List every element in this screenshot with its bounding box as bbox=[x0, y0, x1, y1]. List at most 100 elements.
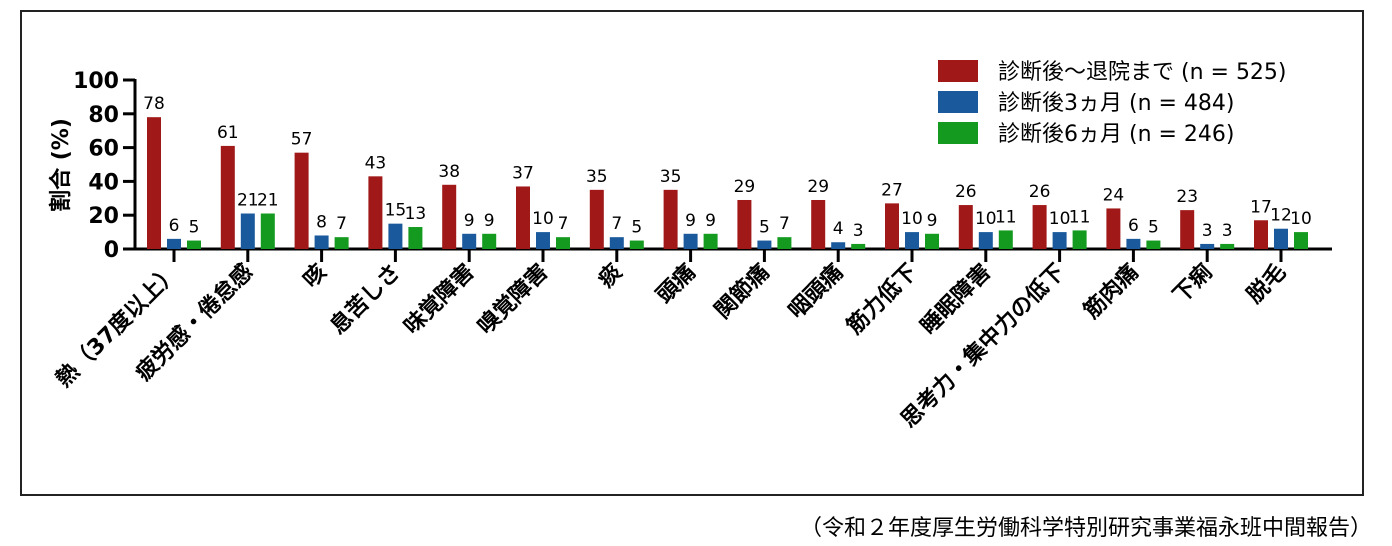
x-tick-label: 頭痛 bbox=[651, 259, 701, 309]
data-label: 21 bbox=[257, 191, 279, 211]
chart-frame bbox=[20, 10, 1364, 496]
data-label: 21 bbox=[237, 191, 259, 211]
data-label: 24 bbox=[1103, 185, 1125, 205]
y-axis-label: 割合 (%) bbox=[48, 118, 74, 212]
bar-1 bbox=[516, 186, 530, 249]
data-label: 10 bbox=[1049, 209, 1071, 229]
data-label: 9 bbox=[484, 211, 495, 231]
legend-swatch bbox=[938, 60, 978, 82]
legend-swatch bbox=[938, 91, 978, 113]
source-note: （令和２年度厚生労働科学特別研究事業福永班中間報告） bbox=[799, 516, 1372, 541]
legend-label: 診断後6ヵ月 (n = 246) bbox=[998, 122, 1235, 147]
x-tick-label: 筋肉痛 bbox=[1078, 259, 1144, 325]
bar-1 bbox=[589, 189, 604, 249]
data-label: 7 bbox=[558, 214, 569, 234]
bar-3 bbox=[408, 227, 423, 249]
data-label: 5 bbox=[631, 218, 642, 238]
bar-1 bbox=[1254, 220, 1268, 249]
bar-1 bbox=[885, 203, 899, 249]
bar-2 bbox=[314, 235, 329, 249]
data-label: 10 bbox=[975, 209, 997, 229]
bar-2 bbox=[683, 233, 698, 249]
data-label: 6 bbox=[169, 216, 180, 236]
data-label: 57 bbox=[291, 130, 313, 150]
y-tick-label: 40 bbox=[88, 170, 119, 195]
x-tick-label: 痰 bbox=[593, 258, 628, 293]
legend-label: 診断後3ヵ月 (n = 484) bbox=[998, 91, 1235, 116]
bar-3 bbox=[851, 243, 866, 249]
bar-2 bbox=[978, 232, 993, 249]
data-label: 10 bbox=[1290, 209, 1312, 229]
bar-2 bbox=[388, 223, 403, 249]
bar-1 bbox=[147, 117, 161, 250]
bar-2 bbox=[240, 213, 255, 249]
bar-1 bbox=[294, 152, 309, 249]
data-label: 12 bbox=[1270, 206, 1292, 226]
data-label: 13 bbox=[405, 204, 427, 224]
data-label: 26 bbox=[1029, 182, 1051, 202]
data-label: 78 bbox=[143, 94, 165, 114]
legend-swatch bbox=[938, 122, 978, 144]
data-label: 5 bbox=[1148, 218, 1159, 238]
data-label: 35 bbox=[660, 167, 682, 187]
y-tick-label: 60 bbox=[88, 137, 119, 162]
bar-1 bbox=[220, 145, 235, 249]
bar-3 bbox=[482, 233, 497, 249]
bar-2 bbox=[1052, 232, 1067, 249]
bar-3 bbox=[777, 237, 792, 249]
data-label: 11 bbox=[1069, 207, 1091, 227]
y-tick-label: 80 bbox=[88, 103, 119, 128]
x-tick-label: 熱（37度以上） bbox=[51, 259, 184, 392]
bar-3 bbox=[1146, 240, 1161, 249]
data-label: 9 bbox=[685, 211, 696, 231]
bar-1 bbox=[442, 184, 457, 249]
x-tick-label: 咳 bbox=[298, 259, 332, 293]
bar-2 bbox=[905, 232, 919, 249]
x-tick-label: 下痢 bbox=[1168, 259, 1218, 309]
data-label: 9 bbox=[927, 211, 938, 231]
bar-3 bbox=[260, 213, 275, 249]
data-label: 38 bbox=[438, 162, 460, 182]
bar-1 bbox=[1032, 205, 1047, 249]
data-label: 10 bbox=[532, 209, 554, 229]
data-label: 9 bbox=[705, 211, 716, 231]
bar-2 bbox=[462, 233, 477, 249]
data-label: 35 bbox=[586, 167, 608, 187]
data-label: 23 bbox=[1176, 187, 1198, 207]
data-label: 29 bbox=[734, 177, 756, 197]
bar-2 bbox=[831, 242, 846, 249]
bar-3 bbox=[703, 233, 718, 249]
bar-1 bbox=[368, 176, 383, 249]
legend-label: 診断後〜退院まで (n = 525) bbox=[998, 60, 1287, 85]
x-tick-label: 味覚障害 bbox=[399, 259, 480, 340]
data-label: 37 bbox=[512, 163, 534, 183]
bar-3 bbox=[556, 237, 570, 249]
data-label: 17 bbox=[1250, 197, 1272, 217]
bar-2 bbox=[757, 240, 772, 249]
data-label: 3 bbox=[853, 221, 864, 241]
data-label: 7 bbox=[611, 214, 622, 234]
data-label: 3 bbox=[1222, 221, 1233, 241]
data-label: 3 bbox=[1202, 221, 1213, 241]
bar-2 bbox=[536, 232, 550, 249]
data-label: 6 bbox=[1128, 216, 1139, 236]
y-tick-label: 0 bbox=[104, 238, 119, 263]
x-tick-label: 筋力低下 bbox=[841, 259, 922, 340]
data-label: 4 bbox=[833, 219, 844, 239]
bar-1 bbox=[811, 199, 826, 249]
data-label: 26 bbox=[955, 182, 977, 202]
bar-1 bbox=[663, 189, 678, 249]
bar-1 bbox=[1106, 208, 1121, 249]
data-label: 7 bbox=[779, 214, 790, 234]
x-tick-label: 咽頭痛 bbox=[783, 259, 848, 324]
x-tick-label: 息苦しさ bbox=[325, 259, 406, 340]
y-tick-label: 100 bbox=[73, 69, 119, 94]
y-tick-label: 20 bbox=[88, 204, 119, 229]
bar-3 bbox=[629, 240, 644, 249]
data-label: 15 bbox=[385, 201, 407, 221]
x-tick-label: 関節痛 bbox=[710, 259, 775, 324]
bar-3 bbox=[187, 240, 201, 249]
bar-3 bbox=[1294, 232, 1308, 249]
data-label: 9 bbox=[464, 211, 475, 231]
